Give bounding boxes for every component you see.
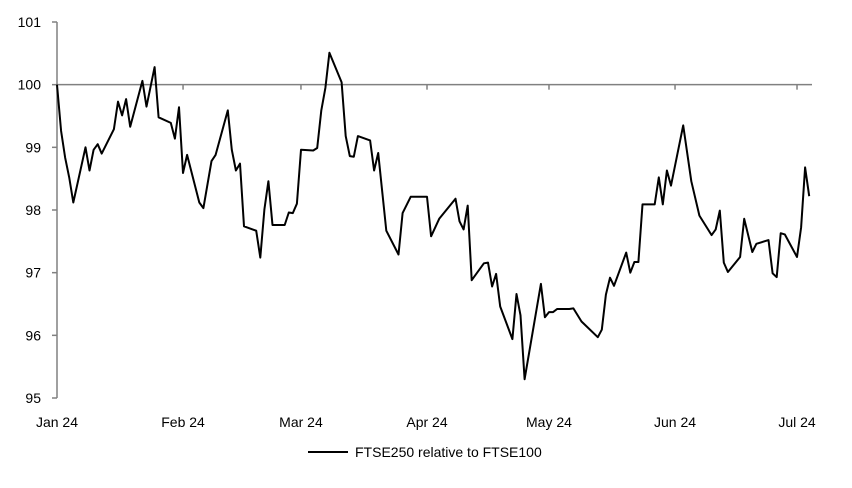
legend-label: FTSE250 relative to FTSE100 bbox=[355, 444, 542, 460]
x-tick-label: Jul 24 bbox=[778, 414, 816, 430]
x-tick-label: Jun 24 bbox=[654, 414, 696, 430]
x-tick-label: Apr 24 bbox=[406, 414, 447, 430]
y-tick-label: 95 bbox=[25, 390, 41, 406]
y-tick-label: 99 bbox=[25, 139, 41, 155]
x-tick-label: Mar 24 bbox=[279, 414, 323, 430]
y-tick-label: 100 bbox=[18, 77, 42, 93]
x-tick-label: May 24 bbox=[526, 414, 572, 430]
y-tick-label: 101 bbox=[18, 14, 42, 30]
y-axis-ticks: 95 96 97 98 99 100 101 bbox=[18, 14, 57, 406]
x-axis-ticks: Jan 24 Feb 24 Mar 24 Apr 24 May 24 Jun 24 Jul … bbox=[36, 85, 816, 430]
x-tick-label: Feb 24 bbox=[161, 414, 205, 430]
y-tick-label: 96 bbox=[25, 327, 41, 343]
x-tick-label: Jan 24 bbox=[36, 414, 78, 430]
y-tick-label: 98 bbox=[25, 202, 41, 218]
series-line bbox=[57, 53, 809, 380]
series-layer bbox=[57, 53, 809, 380]
y-tick-label: 97 bbox=[25, 265, 41, 281]
legend: FTSE250 relative to FTSE100 bbox=[308, 444, 542, 460]
